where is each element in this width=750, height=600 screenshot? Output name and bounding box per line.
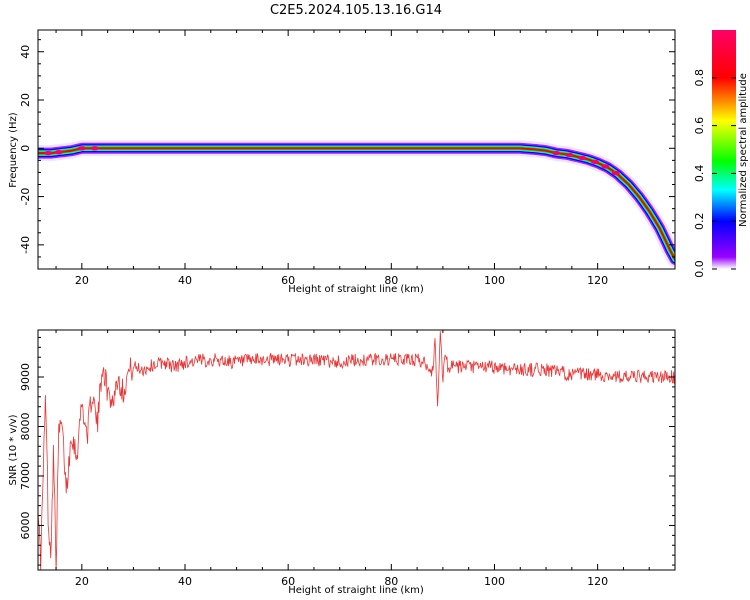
colorbar: 0.0 0.2 0.4 0.6 0.8 Normalized spectral ampl…: [693, 30, 749, 278]
x-tick-label: 20: [75, 575, 89, 588]
snr-y-label: SNR (10 * v/v): [8, 414, 19, 485]
spectrogram-y-ticks: 40 20 0 -20 -40: [19, 39, 675, 270]
y-tick-label: 20: [19, 93, 32, 107]
ridge-peak: [601, 164, 610, 169]
colorbar-tick-label: 0.2: [693, 212, 706, 230]
x-tick-label: 100: [484, 274, 505, 287]
x-tick-label: 80: [384, 274, 398, 287]
x-tick-label: 120: [587, 274, 608, 287]
snr-frame: [37, 329, 676, 571]
colorbar-label: Normalized spectral amplitude: [738, 73, 749, 227]
x-tick-label: 20: [75, 274, 89, 287]
ridge-peak: [54, 150, 63, 155]
ridge-peak: [611, 170, 620, 176]
spectrogram-frame: [37, 29, 676, 270]
ridge-peak: [578, 155, 587, 161]
snr-panel: 20 40 60 80 100 120 6000 7000 8000 9000 Height o…: [8, 329, 676, 596]
y-tick-label: -20: [19, 188, 32, 206]
spectrogram-y-label: Frequency (Hz): [8, 112, 19, 188]
ridge-peak: [77, 146, 86, 151]
ridge-halo: [38, 140, 675, 268]
spectrogram-ridge: [38, 140, 675, 268]
x-tick-label: 100: [484, 575, 505, 588]
y-tick-label: 8000: [19, 412, 32, 440]
ridge-peak: [552, 150, 561, 156]
ridge-peak: [565, 152, 574, 158]
ridge-peak: [90, 146, 99, 151]
spectrogram-x-label: Height of straight line (km): [288, 284, 424, 295]
y-tick-label: -40: [19, 236, 32, 254]
x-tick-label: 40: [178, 274, 192, 287]
page-title: C2E5.2024.105.13.16.G14: [270, 3, 442, 18]
snr-y-ticks: 6000 7000 8000 9000: [19, 336, 675, 566]
spectrogram-panel: 20 40 60 80 100 120 40 20 0 -20 -40 Height of str…: [8, 29, 676, 295]
ridge-peak: [44, 150, 53, 156]
y-tick-label: 9000: [19, 363, 32, 391]
y-tick-label: 40: [19, 45, 32, 59]
spectrogram-x-ticks: 20 40 60 80 100 120: [55, 30, 676, 287]
x-tick-label: 60: [281, 575, 295, 588]
ridge-peak: [591, 159, 600, 165]
colorbar-tick-label: 0.6: [693, 117, 706, 135]
colorbar-ticks: 0.0 0.2 0.4 0.6 0.8: [693, 69, 736, 278]
colorbar-gradient: [712, 30, 736, 269]
y-tick-label: 7000: [19, 462, 32, 490]
y-tick-label: 0: [19, 145, 32, 152]
snr-x-label: Height of straight line (km): [288, 585, 424, 596]
snr-line-layer: [38, 331, 675, 570]
colorbar-tick-label: 0.4: [693, 165, 706, 183]
colorbar-tick-label: 0.8: [693, 69, 706, 87]
x-tick-label: 120: [587, 575, 608, 588]
colorbar-tick-label: 0.0: [693, 260, 706, 278]
snr-x-ticks: 20 40 60 80 100 120: [55, 330, 676, 588]
y-tick-label: 6000: [19, 511, 32, 539]
snr-series-line: [38, 331, 675, 570]
x-tick-label: 60: [281, 274, 295, 287]
x-tick-label: 80: [384, 575, 398, 588]
x-tick-label: 40: [178, 575, 192, 588]
